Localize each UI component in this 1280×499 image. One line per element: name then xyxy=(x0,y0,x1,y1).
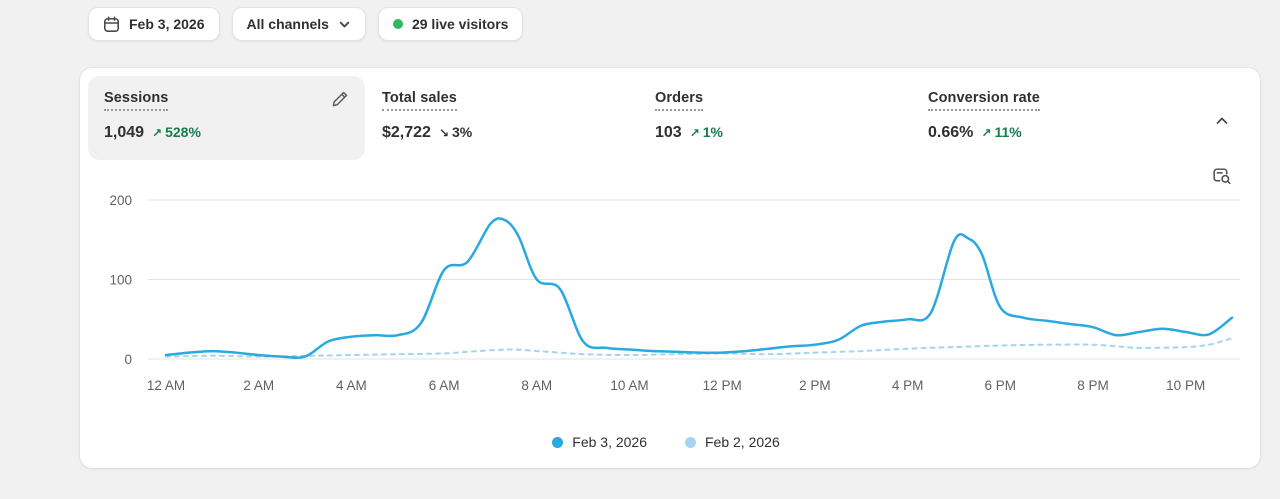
legend-dot-feb2 xyxy=(685,436,696,448)
sessions-line-chart: 0 100 200 12 AM 2 AM 4 AM 6 AM 8 AM 10 AM 12 PM 2 … xyxy=(109,193,1240,393)
metrics-row: Sessions 1,049 ↗ 528% xyxy=(88,76,1244,160)
svg-text:4 PM: 4 PM xyxy=(892,378,924,393)
live-visitors-label: 29 live visitors xyxy=(411,16,509,32)
chevron-down-icon xyxy=(338,18,351,31)
pencil-icon xyxy=(331,90,349,108)
channels-label: All channels xyxy=(246,16,329,32)
date-picker-button[interactable]: Feb 3, 2026 xyxy=(88,7,220,41)
metric-sessions-delta: ↗ 528% xyxy=(152,124,201,140)
trend-up-icon: ↗ xyxy=(981,126,992,140)
channels-dropdown-button[interactable]: All channels xyxy=(231,7,366,41)
trend-up-icon: ↗ xyxy=(152,126,163,140)
calendar-icon xyxy=(103,15,120,33)
legend-item-feb2: Feb 2, 2026 xyxy=(685,434,780,450)
live-indicator-dot xyxy=(392,19,403,29)
metric-conversion-rate[interactable]: Conversion rate 0.66% ↗ 11% xyxy=(928,76,1201,142)
metric-total-sales-value: $2,722 xyxy=(382,124,431,141)
metric-conversion-rate-label: Conversion rate xyxy=(928,90,1040,111)
edit-metrics-button[interactable] xyxy=(331,90,349,108)
sessions-chart-area: 0 100 200 12 AM 2 AM 4 AM 6 AM 8 AM 10 AM 12 PM 2 … xyxy=(88,190,1244,414)
metric-orders-value: 103 xyxy=(655,124,682,141)
svg-text:8 AM: 8 AM xyxy=(521,378,552,393)
metric-sessions-value: 1,049 xyxy=(104,124,145,141)
chevron-up-icon xyxy=(1214,113,1230,129)
svg-text:12 PM: 12 PM xyxy=(703,378,742,393)
svg-text:100: 100 xyxy=(109,273,132,288)
svg-text:4 AM: 4 AM xyxy=(336,378,367,393)
svg-text:6 PM: 6 PM xyxy=(985,378,1017,393)
analytics-toolbar: Feb 3, 2026 All channels 29 live visitor… xyxy=(0,0,1280,41)
chart-toolbar xyxy=(88,160,1244,190)
metric-orders[interactable]: Orders 103 ↗ 1% xyxy=(655,76,928,142)
metric-total-sales[interactable]: Total sales $2,722 ↘ 3% xyxy=(382,76,655,142)
svg-text:12 AM: 12 AM xyxy=(147,378,185,393)
collapse-chart-button[interactable] xyxy=(1214,113,1230,129)
svg-text:10 AM: 10 AM xyxy=(610,378,648,393)
metric-sessions[interactable]: Sessions 1,049 ↗ 528% xyxy=(88,76,365,160)
metric-orders-label: Orders xyxy=(655,90,704,111)
svg-text:8 PM: 8 PM xyxy=(1077,378,1109,393)
legend-dot-feb3 xyxy=(552,436,564,448)
trend-down-icon: ↘ xyxy=(438,126,449,140)
date-picker-label: Feb 3, 2026 xyxy=(129,16,205,32)
trend-up-icon: ↗ xyxy=(689,126,700,140)
chart-magnifier-icon xyxy=(1211,165,1232,186)
live-visitors-button[interactable]: 29 live visitors xyxy=(377,7,524,41)
svg-text:2 AM: 2 AM xyxy=(243,378,274,393)
metric-total-sales-label: Total sales xyxy=(382,90,457,111)
legend-item-feb3: Feb 3, 2026 xyxy=(552,434,647,450)
metric-total-sales-delta: ↘ 3% xyxy=(438,124,473,140)
metric-sessions-label: Sessions xyxy=(104,90,169,111)
metric-conversion-rate-delta: ↗ 11% xyxy=(981,124,1022,140)
svg-text:10 PM: 10 PM xyxy=(1166,378,1205,393)
legend-label-feb3: Feb 3, 2026 xyxy=(572,434,647,450)
chart-legend: Feb 3, 2026 Feb 2, 2026 xyxy=(88,434,1244,450)
metric-orders-delta: ↗ 1% xyxy=(689,124,723,140)
svg-text:200: 200 xyxy=(109,193,132,208)
svg-text:2 PM: 2 PM xyxy=(799,378,831,393)
inspect-chart-button[interactable] xyxy=(1211,165,1232,186)
metric-conversion-rate-value: 0.66% xyxy=(928,124,974,141)
analytics-overview-card: Sessions 1,049 ↗ 528% xyxy=(80,68,1260,468)
svg-text:6 AM: 6 AM xyxy=(429,378,460,393)
svg-text:0: 0 xyxy=(124,352,132,367)
legend-label-feb2: Feb 2, 2026 xyxy=(705,434,780,450)
